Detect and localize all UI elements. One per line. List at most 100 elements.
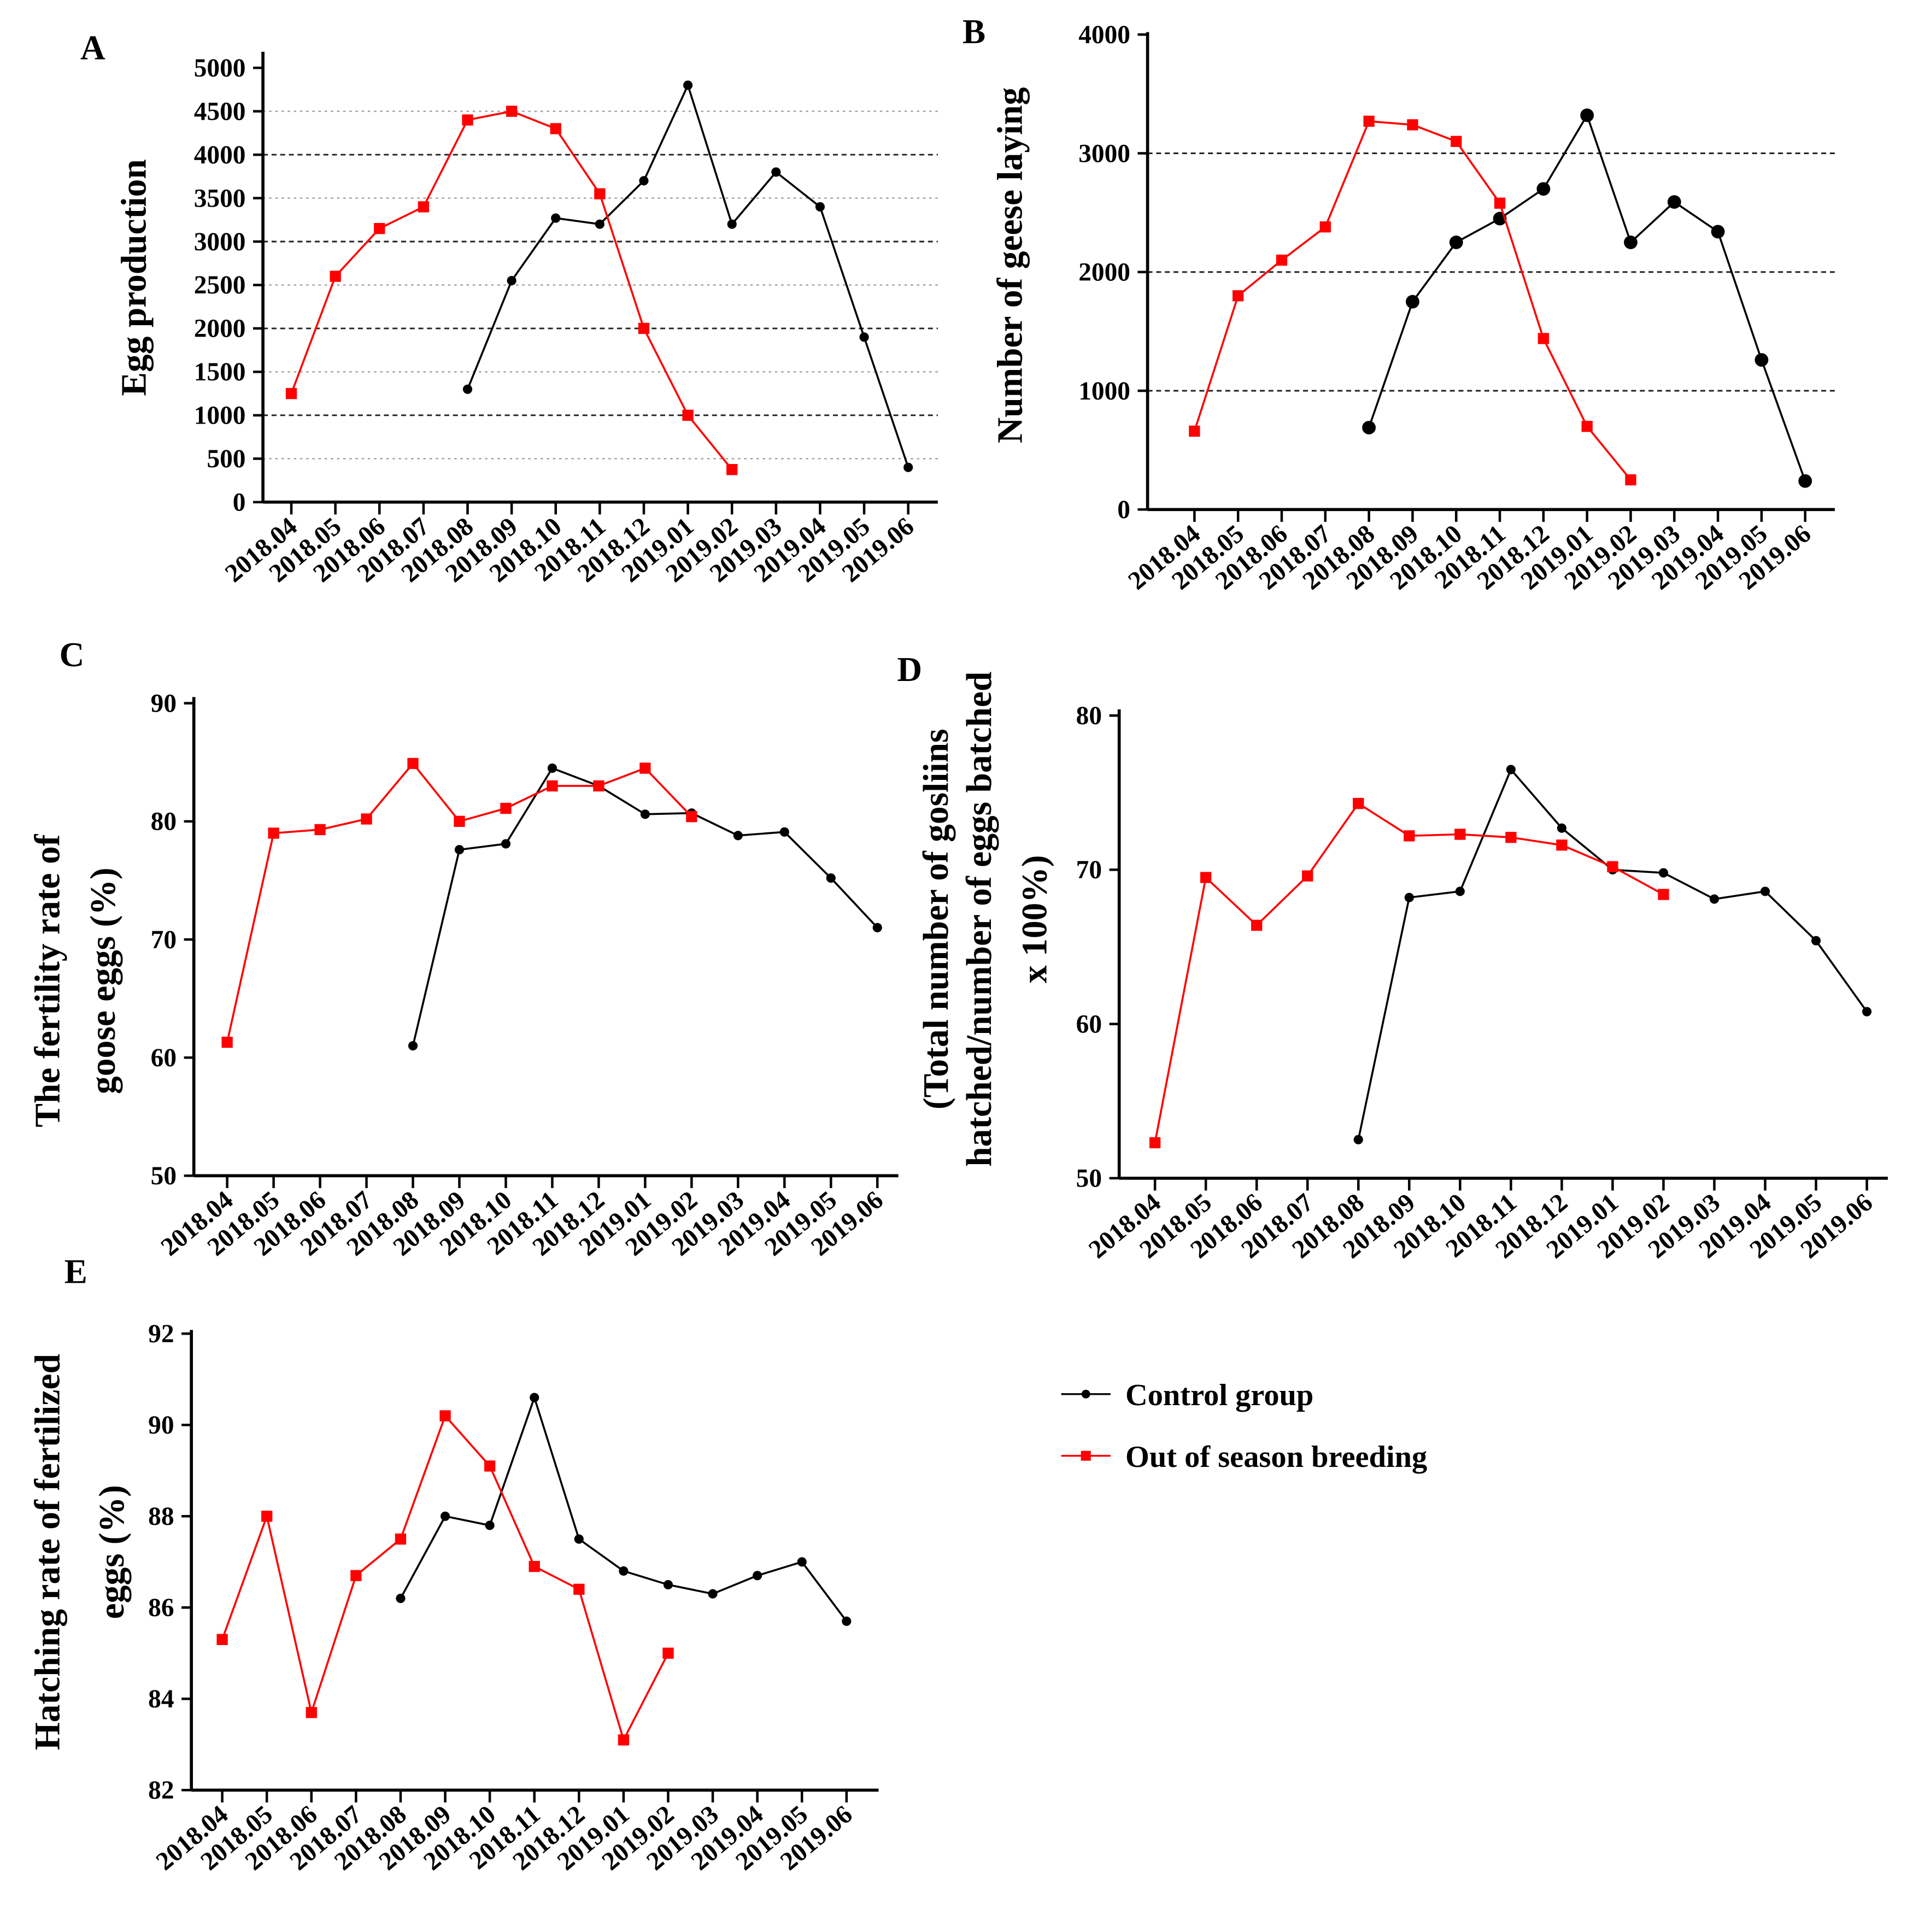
y-tick-label: 60	[151, 1044, 177, 1072]
data-point	[733, 831, 743, 841]
data-point	[1505, 832, 1517, 843]
data-point	[306, 1707, 317, 1718]
series-control	[1353, 765, 1872, 1144]
data-point	[261, 1511, 273, 1522]
data-point	[619, 1566, 629, 1576]
data-point	[1658, 868, 1669, 878]
data-point	[1251, 919, 1263, 931]
data-point	[484, 1460, 496, 1472]
data-point	[682, 409, 694, 421]
data-point	[1536, 182, 1551, 196]
y-tick-label: 82	[148, 1776, 174, 1805]
y-tick-label: 2000	[194, 315, 246, 343]
y-tick-label: 3500	[194, 184, 246, 213]
legend: Control group Out of season breeding	[1061, 1378, 1427, 1474]
y-tick-label: 60	[1076, 1010, 1102, 1038]
data-point	[595, 219, 605, 229]
series-line	[1154, 802, 1664, 1143]
data-point	[1404, 830, 1415, 842]
series-line	[221, 1414, 670, 1743]
data-point	[551, 213, 561, 223]
data-point	[530, 1393, 539, 1402]
y-tick-label: 80	[1076, 702, 1102, 730]
data-point	[501, 839, 511, 849]
y-tick-label: 88	[148, 1502, 174, 1531]
y-tick-label: 4000	[1078, 21, 1130, 49]
data-point	[1862, 1007, 1872, 1017]
data-point	[529, 1560, 540, 1572]
legend-label-oos: Out of season breeding	[1125, 1440, 1427, 1474]
data-point	[330, 271, 341, 282]
data-point	[550, 123, 561, 134]
series-control	[462, 80, 913, 472]
y-tick-label: 1000	[194, 402, 246, 430]
y-axis-label: eggs (%)	[92, 1485, 132, 1619]
panel-e: E8284868890922018.042018.052018.062018.0…	[28, 1253, 879, 1876]
data-point	[1711, 225, 1725, 239]
series-out-of-season	[285, 105, 738, 475]
y-tick-label: 4000	[194, 141, 246, 169]
series-control	[408, 763, 882, 1051]
y-tick-label: 3000	[194, 228, 246, 256]
data-point	[1667, 195, 1681, 209]
data-point	[462, 384, 473, 394]
data-point	[454, 845, 465, 855]
data-point	[1506, 765, 1516, 774]
y-tick-label: 2500	[194, 271, 246, 300]
data-point	[826, 873, 836, 883]
data-point	[640, 809, 650, 819]
series-control	[396, 1393, 852, 1626]
y-tick-label: 0	[1117, 496, 1130, 524]
data-point	[1455, 886, 1465, 896]
data-point	[1537, 333, 1550, 344]
data-point	[1580, 108, 1594, 122]
series-out-of-season	[1149, 797, 1669, 1149]
y-tick-label: 3000	[1078, 139, 1130, 168]
data-point	[662, 1647, 674, 1659]
series-out-of-season	[221, 757, 697, 1048]
data-point	[1149, 1137, 1161, 1149]
data-point	[395, 1533, 407, 1545]
data-point	[574, 1534, 584, 1544]
y-tick-label: 0	[233, 489, 246, 517]
data-point	[903, 462, 913, 472]
data-point	[726, 463, 738, 475]
data-point	[1276, 254, 1288, 266]
series-line	[1357, 767, 1868, 1140]
series-out-of-season	[216, 1410, 674, 1746]
data-point	[268, 827, 279, 839]
data-point	[1200, 872, 1212, 883]
series-line	[290, 110, 733, 471]
data-point	[1189, 425, 1200, 437]
y-tick-label: 70	[151, 926, 177, 954]
y-tick-label: 4500	[194, 97, 246, 126]
panel-letter: D	[897, 650, 922, 689]
data-point	[663, 1579, 673, 1590]
data-point	[1406, 295, 1419, 309]
data-point	[221, 1036, 233, 1048]
data-point	[815, 202, 825, 212]
data-point	[1754, 353, 1769, 367]
data-point	[593, 780, 605, 792]
y-axis-label: x 100%)	[1015, 855, 1054, 983]
panel-letter: E	[64, 1253, 87, 1291]
data-point	[1556, 839, 1568, 851]
panel-a: A 0 500 1000 1500 2000 2500 3000 3500 4000 4500 500…	[80, 28, 938, 588]
data-point	[418, 201, 430, 213]
data-point	[1407, 119, 1418, 131]
data-point	[1557, 823, 1567, 833]
data-point	[1233, 290, 1244, 302]
series-out-of-season	[1189, 115, 1636, 486]
data-point	[1451, 136, 1462, 147]
data-point	[708, 1589, 718, 1599]
data-point	[573, 1583, 585, 1595]
y-tick-label: 50	[151, 1162, 177, 1190]
data-point	[1624, 236, 1638, 249]
y-tick-label: 500	[207, 445, 245, 473]
data-point	[639, 762, 651, 774]
panel-letter: B	[963, 13, 985, 51]
data-point	[500, 802, 512, 814]
y-tick-label: 84	[148, 1685, 174, 1713]
data-point	[1811, 936, 1821, 946]
